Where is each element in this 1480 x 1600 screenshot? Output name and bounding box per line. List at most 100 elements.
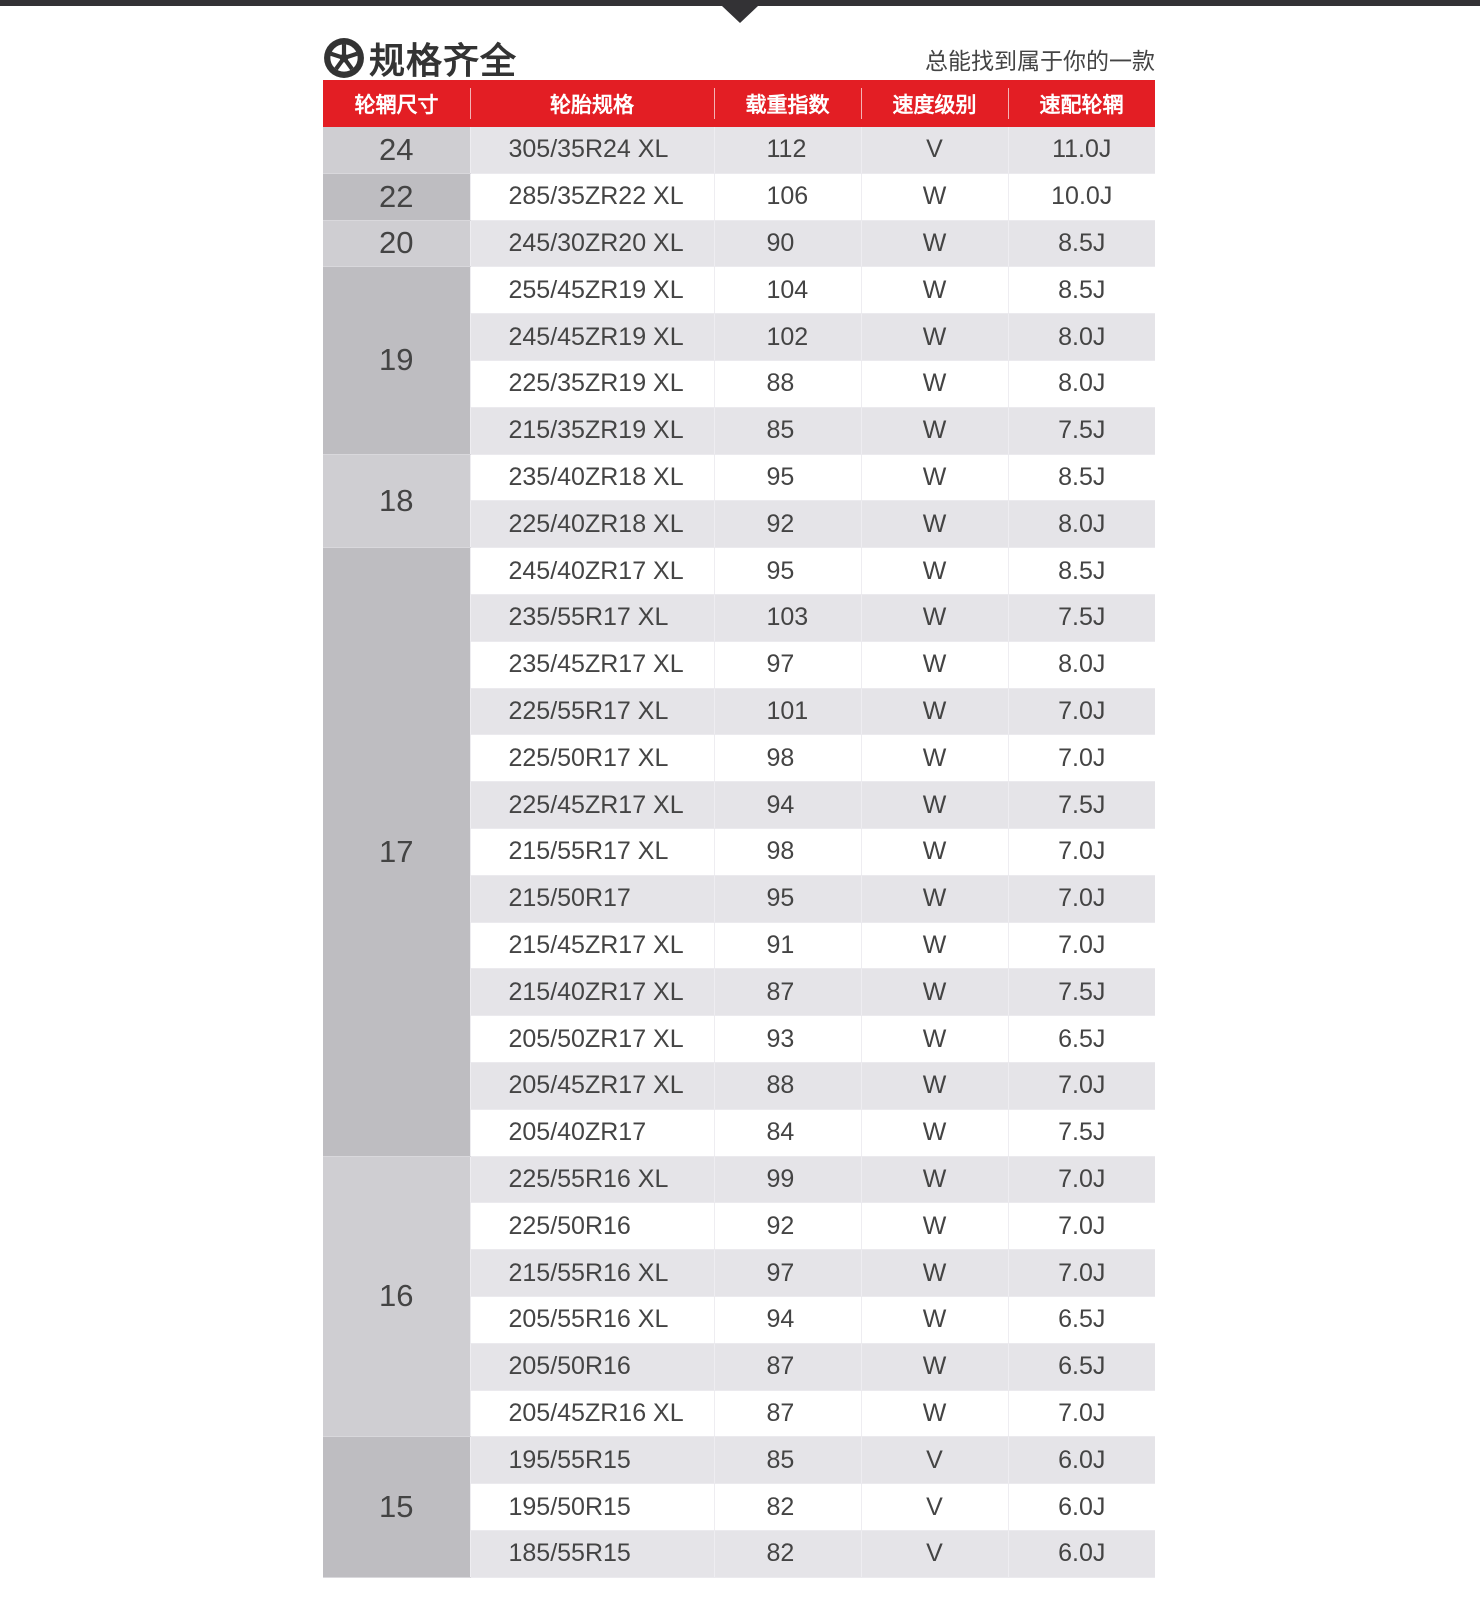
speed-rating-cell: W [860, 1390, 1008, 1438]
load-index-cell: 87 [713, 1390, 861, 1438]
load-index-cell: 97 [713, 1249, 861, 1297]
matching-rim-cell: 6.0J [1007, 1483, 1155, 1531]
table-row: 24 305/35R24 XL 112 V 11.0J [323, 127, 1155, 174]
matching-rim-cell: 7.0J [1007, 1156, 1155, 1204]
speed-rating-cell: W [860, 1109, 1008, 1157]
tire-spec-cell: 195/55R15 [469, 1436, 714, 1485]
tire-spec-cell: 215/55R16 XL [469, 1249, 714, 1297]
table-row: 15 195/55R15 85 V 6.0J [323, 1436, 1155, 1578]
tire-spec-cell: 245/45ZR19 XL [469, 313, 714, 361]
speed-rating-cell: W [860, 313, 1008, 361]
table-row: 205/45ZR16 XL 87 W 7.0J [323, 1390, 1155, 1438]
speed-rating-cell: W [860, 968, 1008, 1017]
table-row: 215/40ZR17 XL 87 W 7.5J [323, 968, 1155, 1017]
table-row: 205/55R16 XL 94 W 6.5J [323, 1296, 1155, 1344]
table-row: 225/45ZR17 XL 94 W 7.5J [323, 781, 1155, 829]
matching-rim-cell: 8.5J [1007, 454, 1155, 502]
load-index-cell: 95 [713, 454, 861, 502]
speed-rating-cell: W [860, 1249, 1008, 1297]
matching-rim-cell: 8.0J [1007, 360, 1155, 408]
table-row: 16 225/55R16 XL 99 W 7.0J [323, 1156, 1155, 1438]
load-index-cell: 94 [713, 1296, 861, 1344]
table-row: 215/45ZR17 XL 91 W 7.0J [323, 922, 1155, 970]
matching-rim-cell: 6.5J [1007, 1015, 1155, 1063]
matching-rim-cell: 7.5J [1007, 781, 1155, 829]
tire-spec-table: 轮辋尺寸 轮胎规格 载重指数 速度级别 速配轮辋 24 305/35R24 XL 1… [323, 80, 1155, 1578]
load-index-cell: 91 [713, 922, 861, 970]
load-index-cell: 82 [713, 1483, 861, 1531]
matching-rim-cell: 7.0J [1007, 734, 1155, 783]
tire-spec-cell: 225/45ZR17 XL [469, 781, 714, 829]
load-index-cell: 85 [713, 407, 861, 455]
load-index-cell: 92 [713, 500, 861, 549]
table-row: 225/50R17 XL 98 W 7.0J [323, 734, 1155, 783]
tire-spec-cell: 215/35ZR19 XL [469, 407, 714, 455]
matching-rim-cell: 6.0J [1007, 1530, 1155, 1578]
header-speed-rating: 速度级别 [861, 80, 1008, 127]
matching-rim-cell: 10.0J [1007, 173, 1155, 221]
tire-spec-cell: 225/55R16 XL [469, 1156, 714, 1204]
table-row: 225/50R16 92 W 7.0J [323, 1202, 1155, 1251]
speed-rating-cell: V [860, 1530, 1008, 1578]
tire-spec-cell: 215/45ZR17 XL [469, 922, 714, 970]
speed-rating-cell: V [860, 1483, 1008, 1531]
speed-rating-cell: W [860, 266, 1008, 315]
tire-spec-cell: 225/50R16 [469, 1202, 714, 1251]
speed-rating-cell: W [860, 1156, 1008, 1204]
speed-rating-cell: W [860, 828, 1008, 876]
matching-rim-cell: 6.5J [1007, 1296, 1155, 1344]
load-index-cell: 87 [713, 968, 861, 1017]
speed-rating-cell: W [860, 922, 1008, 970]
header-matching-rim: 速配轮辋 [1008, 80, 1155, 127]
load-index-cell: 97 [713, 641, 861, 689]
speed-rating-cell: W [860, 220, 1008, 268]
tire-spec-cell: 235/45ZR17 XL [469, 641, 714, 689]
table-row: 215/55R16 XL 97 W 7.0J [323, 1249, 1155, 1297]
tire-spec-cell: 215/50R17 [469, 875, 714, 923]
speed-rating-cell: V [860, 127, 1008, 174]
tire-spec-cell: 205/55R16 XL [469, 1296, 714, 1344]
table-row: 18 235/40ZR18 XL 95 W 8.5J [323, 454, 1155, 549]
table-row: 17 245/40ZR17 XL 95 W 8.5J [323, 547, 1155, 1157]
tire-spec-cell: 225/55R17 XL [469, 688, 714, 736]
matching-rim-cell: 7.0J [1007, 688, 1155, 736]
rim-size-cell: 18 [323, 454, 470, 549]
table-row: 195/50R15 82 V 6.0J [323, 1483, 1155, 1531]
matching-rim-cell: 7.5J [1007, 407, 1155, 455]
down-arrow-icon [722, 6, 758, 23]
tire-spec-cell: 305/35R24 XL [469, 127, 714, 174]
tire-spec-cell: 255/45ZR19 XL [469, 266, 714, 315]
section-subtitle: 总能找到属于你的一款 [925, 49, 1155, 75]
tire-spec-cell: 205/45ZR16 XL [469, 1390, 714, 1438]
tire-wheel-icon [324, 38, 364, 78]
rim-size-cell: 15 [323, 1436, 470, 1578]
rim-size-cell: 16 [323, 1156, 470, 1438]
load-index-cell: 84 [713, 1109, 861, 1157]
rim-size-cell: 24 [323, 127, 470, 174]
speed-rating-cell: W [860, 500, 1008, 549]
tire-spec-cell: 205/50R16 [469, 1343, 714, 1391]
table-row: 235/45ZR17 XL 97 W 8.0J [323, 641, 1155, 689]
speed-rating-cell: W [860, 547, 1008, 595]
matching-rim-cell: 6.0J [1007, 1436, 1155, 1485]
table-row: 22 285/35ZR22 XL 106 W 10.0J [323, 173, 1155, 221]
table-row: 205/50R16 87 W 6.5J [323, 1343, 1155, 1391]
table-row: 215/35ZR19 XL 85 W 7.5J [323, 407, 1155, 455]
load-index-cell: 94 [713, 781, 861, 829]
load-index-cell: 102 [713, 313, 861, 361]
table-row: 245/45ZR19 XL 102 W 8.0J [323, 313, 1155, 361]
speed-rating-cell: W [860, 781, 1008, 829]
table-row: 19 255/45ZR19 XL 104 W 8.5J [323, 266, 1155, 455]
load-index-cell: 88 [713, 360, 861, 408]
matching-rim-cell: 7.0J [1007, 1202, 1155, 1251]
header-tire-spec: 轮胎规格 [470, 80, 714, 127]
tire-spec-cell: 235/55R17 XL [469, 594, 714, 642]
matching-rim-cell: 7.0J [1007, 922, 1155, 970]
tire-spec-cell: 185/55R15 [469, 1530, 714, 1578]
table-row: 20 245/30ZR20 XL 90 W 8.5J [323, 220, 1155, 268]
load-index-cell: 101 [713, 688, 861, 736]
table-row: 235/55R17 XL 103 W 7.5J [323, 594, 1155, 642]
load-index-cell: 103 [713, 594, 861, 642]
table-row: 215/50R17 95 W 7.0J [323, 875, 1155, 923]
tire-spec-cell: 225/40ZR18 XL [469, 500, 714, 549]
